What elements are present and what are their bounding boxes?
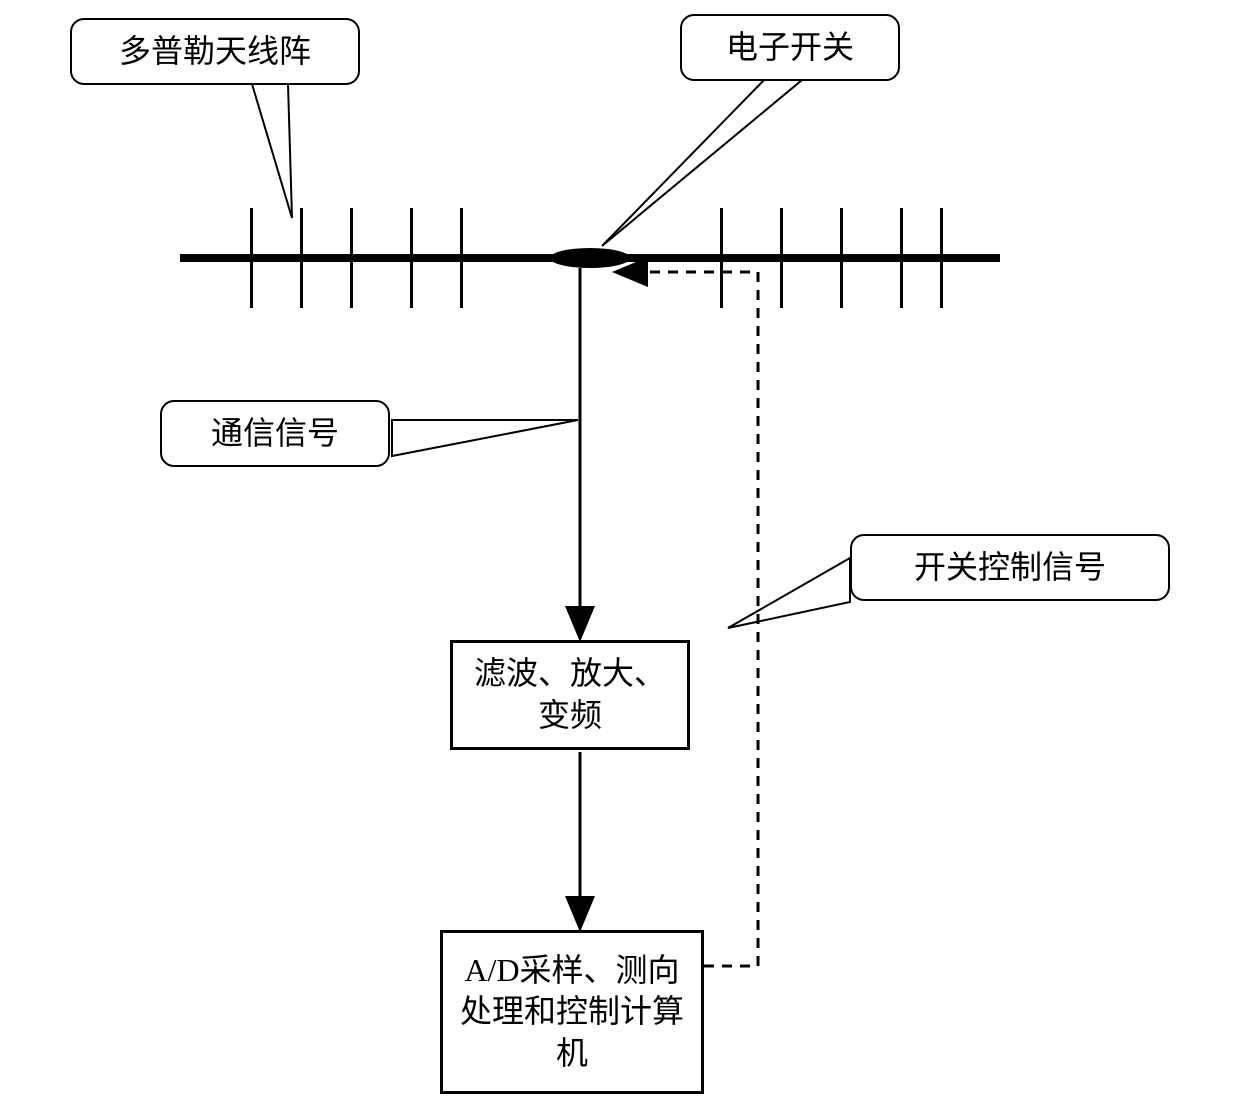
antenna-element <box>300 208 303 308</box>
callout-comm-signal: 通信信号 <box>160 400 390 467</box>
box-ad-df-ctrl: A/D采样、测向处理和控制计算机 <box>440 930 704 1094</box>
pointer-switch-ctrl <box>728 558 850 628</box>
box-filter-label: 滤波、放大、变频 <box>463 653 677 736</box>
antenna-hub <box>550 248 630 268</box>
callout-eswitch-label: 电子开关 <box>726 29 854 65</box>
antenna-element <box>840 208 843 308</box>
callout-doppler-antenna: 多普勒天线阵 <box>70 18 360 85</box>
callout-doppler-label: 多普勒天线阵 <box>119 33 311 69</box>
antenna-element <box>940 208 943 308</box>
dashed-control-path <box>618 272 758 966</box>
callout-switch-ctrl: 开关控制信号 <box>850 534 1170 601</box>
pointer-comm <box>392 420 578 456</box>
pointer-doppler <box>252 84 292 218</box>
box-adctl-label: A/D采样、测向处理和控制计算机 <box>453 950 691 1075</box>
antenna-element <box>460 208 463 308</box>
antenna-element <box>410 208 413 308</box>
antenna-element <box>900 208 903 308</box>
callout-switch-ctrl-label: 开关控制信号 <box>914 549 1106 585</box>
callout-comm-label: 通信信号 <box>211 415 339 451</box>
block-diagram: 多普勒天线阵 电子开关 通信信号 开关控制信号 滤波、放大、变频 A/D采样 <box>0 0 1240 1108</box>
antenna-element <box>350 208 353 308</box>
callout-electronic-switch: 电子开关 <box>680 14 900 81</box>
antenna-element <box>780 208 783 308</box>
antenna-element <box>720 208 723 308</box>
box-filter-amp-freq: 滤波、放大、变频 <box>450 640 690 750</box>
doppler-antenna-array <box>180 200 1000 320</box>
antenna-element <box>250 208 253 308</box>
